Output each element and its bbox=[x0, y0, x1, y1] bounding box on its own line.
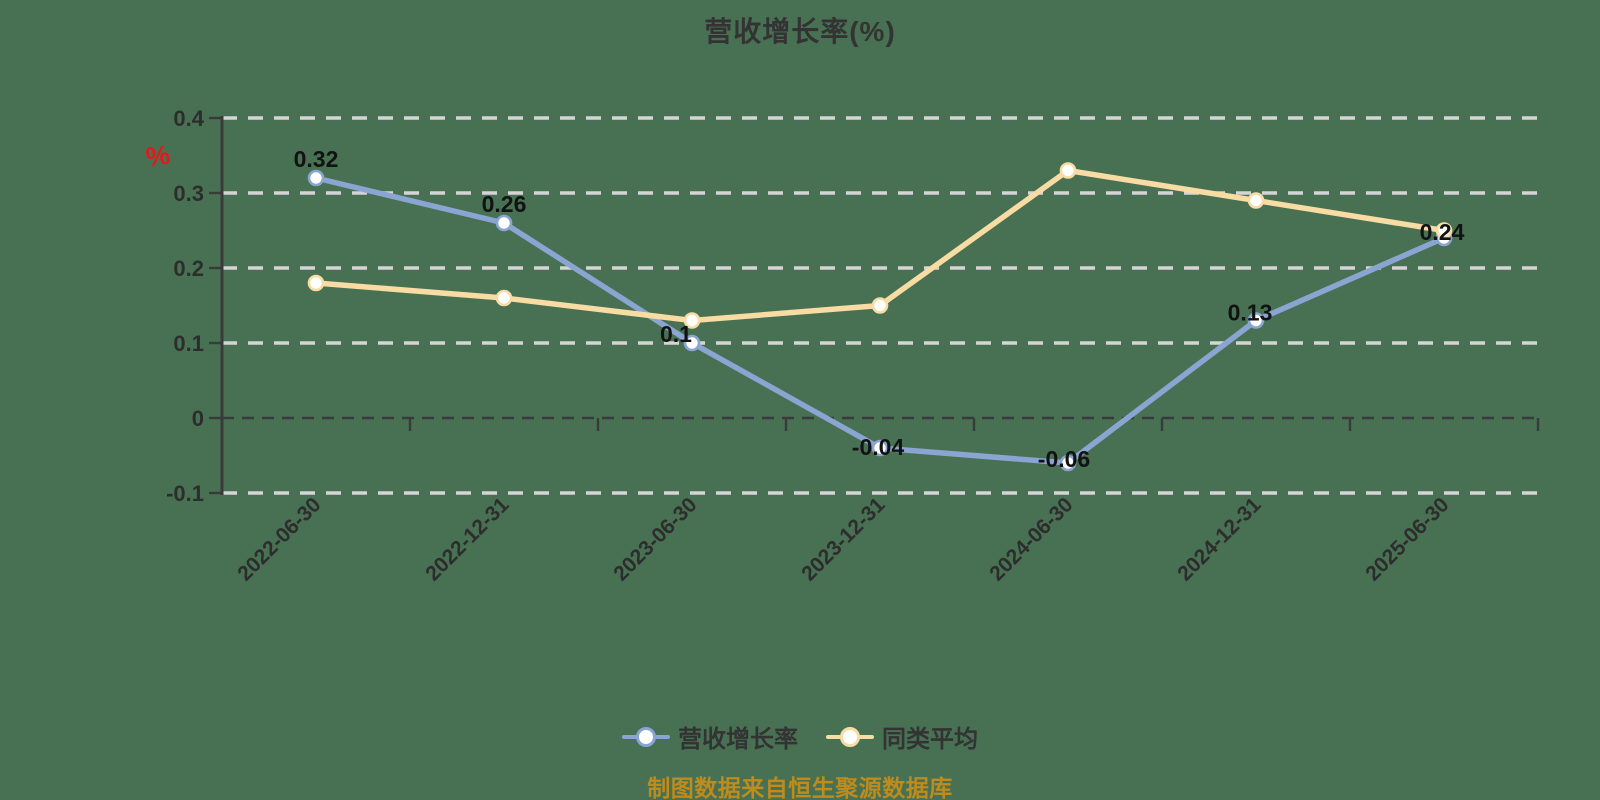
data-point-label: 0.13 bbox=[1228, 300, 1273, 326]
y-axis-label: 0.1 bbox=[173, 331, 204, 356]
data-point-marker-营收增长率[interactable] bbox=[307, 169, 325, 187]
legend-circle-marker-icon bbox=[840, 726, 860, 747]
data-point-label: 0.24 bbox=[1420, 219, 1465, 245]
source-note: 制图数据来自恒生聚源数据库 bbox=[647, 775, 953, 800]
x-axis-label: 2023-06-30 bbox=[609, 493, 701, 585]
data-point-marker-同类平均[interactable] bbox=[307, 274, 325, 292]
data-point-marker-同类平均[interactable] bbox=[871, 297, 889, 314]
data-point-label: 0.1 bbox=[660, 321, 692, 347]
x-axis-label: 2022-12-31 bbox=[421, 493, 513, 585]
y-axis-label: 0 bbox=[192, 406, 204, 431]
legend-line-marker-icon bbox=[826, 726, 874, 747]
y-axis-label: -0.1 bbox=[166, 481, 204, 506]
y-axis-label: 0.2 bbox=[173, 256, 204, 281]
data-point-label: -0.04 bbox=[852, 434, 905, 460]
data-point-marker-营收增长率[interactable] bbox=[683, 334, 701, 352]
data-point-marker-同类平均[interactable] bbox=[1247, 192, 1265, 209]
x-axis-label: 2024-12-31 bbox=[1173, 493, 1265, 585]
data-point-marker-同类平均[interactable] bbox=[683, 312, 701, 329]
legend-item-main-series[interactable]: 营收增长率 bbox=[622, 719, 798, 754]
data-point-label: -0.06 bbox=[1038, 446, 1090, 472]
legend-label: 同类平均 bbox=[882, 726, 978, 753]
x-axis-label: 2025-06-30 bbox=[1361, 493, 1453, 585]
x-axis-label: 2023-12-31 bbox=[797, 493, 889, 585]
data-point-label: 0.26 bbox=[482, 191, 527, 217]
legend-label: 营收增长率 bbox=[678, 726, 798, 753]
y-axis-label: 0.4 bbox=[173, 106, 204, 131]
y-axis-label: 0.3 bbox=[173, 181, 204, 206]
data-point-label: 0.32 bbox=[294, 146, 339, 172]
data-point-marker-同类平均[interactable] bbox=[1059, 162, 1077, 179]
chart-title: 营收增长率(%) bbox=[704, 16, 896, 47]
data-point-marker-营收增长率[interactable] bbox=[871, 439, 889, 457]
series-line-营收增长率 bbox=[313, 175, 1447, 466]
x-axis-label: 2022-06-30 bbox=[233, 493, 325, 585]
legend-item-peer-average[interactable]: 同类平均 bbox=[826, 719, 978, 754]
data-point-marker-同类平均[interactable] bbox=[1435, 222, 1453, 239]
legend-circle-marker-icon bbox=[636, 726, 656, 747]
data-point-marker-营收增长率[interactable] bbox=[1247, 312, 1265, 329]
legend-line-marker-icon bbox=[622, 726, 670, 747]
x-axis-label: 2024-06-30 bbox=[985, 493, 1077, 585]
data-point-marker-营收增长率[interactable] bbox=[1059, 454, 1077, 472]
legend: 营收增长率 同类平均 bbox=[0, 719, 1600, 754]
data-point-marker-营收增长率[interactable] bbox=[495, 214, 513, 232]
data-point-marker-同类平均[interactable] bbox=[495, 289, 513, 307]
